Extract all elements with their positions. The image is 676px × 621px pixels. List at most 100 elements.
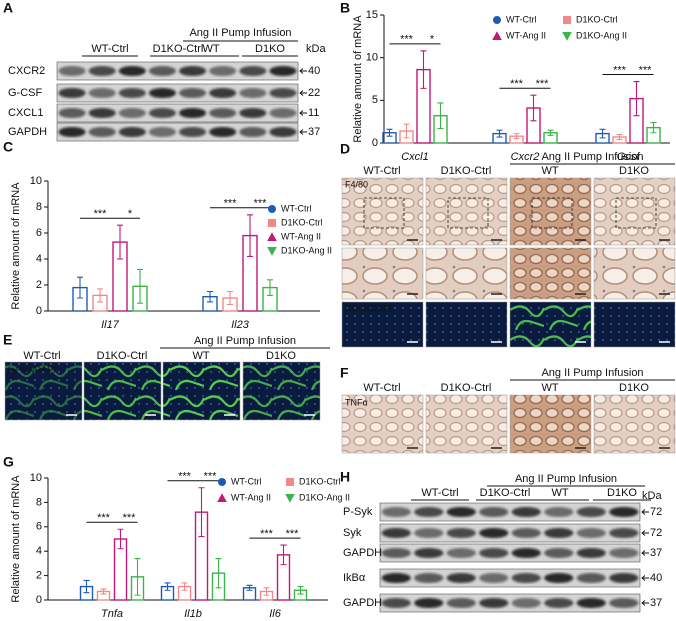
error-bar (215, 557, 222, 589)
error-bar (83, 579, 90, 594)
blot-band (446, 527, 476, 539)
y-tick-label: 15 (366, 9, 378, 21)
blot-band (239, 126, 267, 138)
group-label: D1KO-Ctrl (153, 43, 204, 55)
blot-band (414, 597, 444, 609)
error-bar (100, 588, 107, 595)
zoom-box (615, 197, 657, 229)
y-tick-label: 6 (36, 521, 42, 533)
y-tick-label: 8 (36, 201, 42, 213)
micrograph (341, 301, 424, 348)
micrograph-stain (243, 362, 320, 420)
group-label: D1KO (255, 43, 285, 55)
legend-label: WT-Ctrl (281, 203, 312, 213)
significance-label: * (128, 208, 133, 220)
blot-band (544, 572, 574, 584)
blot-band (479, 506, 509, 518)
blot-band (269, 126, 297, 138)
significance-label: *** (286, 528, 300, 540)
legend-marker (563, 16, 571, 24)
micrograph (425, 247, 508, 300)
group-label: D1KO-Ctrl (441, 165, 492, 177)
zoom-box (531, 197, 573, 229)
marker-arrow (641, 550, 649, 556)
panel-letter: A (3, 0, 13, 16)
treatment-label: Ang II Pump Infusion (189, 27, 291, 39)
significance-label: *** (613, 64, 627, 76)
blot-band (239, 107, 267, 119)
significance-label: *** (536, 78, 550, 90)
micrograph (341, 394, 424, 454)
blot-band (576, 506, 606, 518)
row-label: G-CSF (8, 87, 43, 99)
blot-strip (56, 103, 299, 123)
error-bar (117, 224, 123, 260)
significance-label: *** (254, 198, 268, 210)
error-bar (650, 121, 657, 134)
error-bar (547, 129, 554, 136)
stain-label: F4/80 (345, 179, 368, 189)
micrograph (341, 177, 424, 246)
blot-band (58, 107, 86, 119)
zoom-box (447, 197, 489, 229)
significance-label: *** (260, 528, 274, 540)
group-label: WT (551, 487, 568, 499)
marker-label: 72 (650, 527, 662, 539)
significance-label: * (430, 34, 435, 46)
error-bar (134, 557, 141, 596)
micrograph-stain (84, 362, 161, 420)
micrograph-stain (5, 362, 82, 420)
legend-label: WT-Ctrl (231, 476, 262, 486)
blot-band (88, 107, 116, 119)
blot-band (479, 572, 509, 584)
micrograph (425, 394, 508, 454)
error-bar (403, 123, 410, 139)
blot-strip (56, 83, 299, 103)
x-tick-label: Tnfa (101, 608, 123, 620)
group-label: WT-Ctrl (91, 43, 128, 55)
blot-band (239, 65, 267, 77)
legend-marker (267, 232, 277, 241)
legend-marker (492, 31, 502, 40)
legend-marker (493, 16, 501, 24)
marker-label: 72 (650, 506, 662, 518)
blot-band (544, 527, 574, 539)
blot-band (58, 87, 86, 99)
blot-band (479, 547, 509, 559)
micrograph (509, 394, 592, 454)
legend-marker (268, 219, 276, 227)
error-bar (280, 544, 287, 566)
row-label: CXCL1 (8, 107, 43, 119)
error-bar (267, 279, 273, 296)
error-bar (198, 487, 205, 538)
blot-band (269, 87, 297, 99)
micrograph-stain (510, 302, 591, 347)
significance-label: *** (224, 198, 238, 210)
blot-band (446, 547, 476, 559)
blot-band (511, 572, 541, 584)
blot-band (609, 506, 639, 518)
blot-band (209, 107, 237, 119)
blot-band (414, 547, 444, 559)
legend-marker (562, 32, 572, 41)
y-axis-title: Relative amount of mRNA (10, 182, 22, 310)
error-bar (420, 50, 427, 89)
legend-label: WT-Ang II (281, 231, 321, 241)
y-tick-label: 10 (30, 175, 42, 187)
group-label: D1KO (619, 165, 649, 177)
blot-strip (379, 523, 641, 543)
blot-band (179, 107, 207, 119)
blot-band (609, 547, 639, 559)
x-tick-label: Cxcr2 (511, 151, 540, 163)
blot-band (88, 65, 116, 77)
group-label: WT (192, 350, 209, 362)
group-label: WT (541, 382, 558, 394)
blot-band (479, 597, 509, 609)
legend-label: D1KO-Ang II (281, 245, 332, 255)
blot-band (576, 572, 606, 584)
kda-label: kDa (642, 490, 662, 502)
legend-marker (217, 493, 227, 502)
error-bar (247, 214, 253, 257)
marker-arrow (299, 129, 307, 135)
blot-band (544, 547, 574, 559)
